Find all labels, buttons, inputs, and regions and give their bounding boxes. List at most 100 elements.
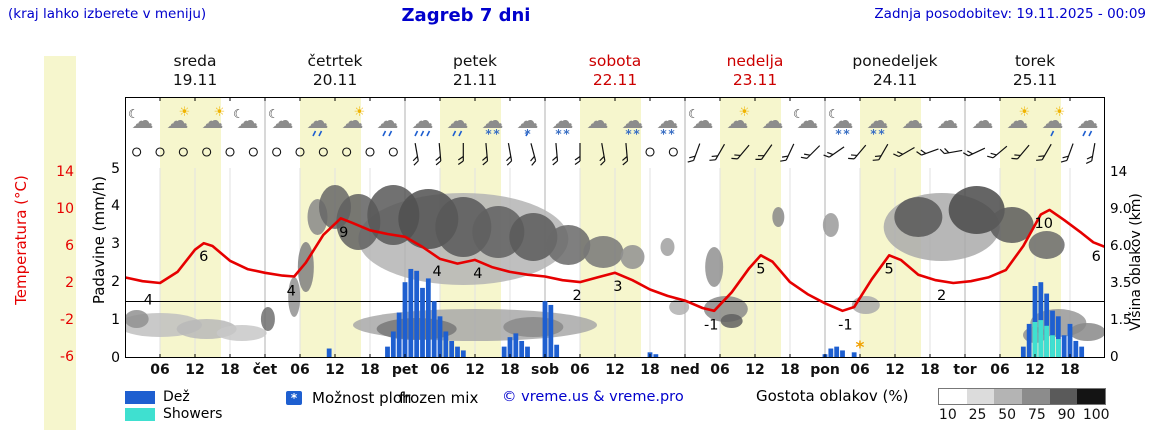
weather-icon: ☁* * bbox=[622, 109, 644, 141]
svg-text:4: 4 bbox=[432, 264, 441, 280]
cloud-height-axis-label: Višina oblakov (km) bbox=[1128, 193, 1144, 331]
svg-text:5: 5 bbox=[885, 261, 894, 277]
cloud-height-tick: 0 bbox=[1110, 349, 1119, 365]
time-label: 06 bbox=[430, 362, 450, 378]
wind-barb-icon bbox=[731, 144, 750, 160]
time-label: 12 bbox=[885, 362, 905, 378]
time-label: 12 bbox=[1025, 362, 1045, 378]
last-update-label: Zadnja posodobitev: 19.11.2025 - 00:09 bbox=[874, 6, 1146, 22]
day-headers: sreda 19.11 četrtek 20.11 petek 21.11 sobota 22… bbox=[125, 52, 1105, 89]
wind-barb-icon bbox=[916, 148, 939, 156]
cloud-height-tick: 14 bbox=[1110, 164, 1128, 180]
cloud-height-tick: 1.5 bbox=[1110, 312, 1132, 328]
cloud-layer bbox=[125, 185, 1105, 343]
wind-barb-icon bbox=[709, 143, 726, 161]
weather-icon: ☁ bbox=[412, 109, 434, 137]
time-label: 12 bbox=[745, 362, 765, 378]
wind-barb-icon bbox=[457, 143, 464, 165]
day-abbrev-label: pet bbox=[391, 362, 419, 378]
time-label: 18 bbox=[640, 362, 660, 378]
wind-calm-icon bbox=[645, 147, 655, 157]
svg-text:3: 3 bbox=[613, 279, 622, 295]
cloud-height-tick: 3.5 bbox=[1110, 275, 1132, 291]
precipitation-tick: 3 bbox=[111, 236, 120, 253]
wind-calm-icon bbox=[365, 147, 375, 157]
svg-text:☁: ☁ bbox=[692, 109, 714, 134]
svg-text:☁: ☁ bbox=[1007, 109, 1029, 134]
weather-icon: ☾☁ bbox=[268, 107, 293, 134]
weather-icon: ☁ bbox=[377, 109, 399, 137]
time-label: 12 bbox=[465, 362, 485, 378]
wind-barb-icon bbox=[1036, 143, 1052, 161]
weather-icon: ☁ bbox=[762, 109, 784, 134]
precipitation-tick: 0 bbox=[111, 350, 120, 366]
day-header: nedelja 23.11 bbox=[726, 52, 784, 89]
cloud-height-tick: 9.0 bbox=[1110, 201, 1132, 217]
frozen-mix-label: frozen mix bbox=[399, 389, 479, 407]
wind-calm-icon bbox=[132, 147, 142, 157]
wind-barb-icon bbox=[872, 143, 889, 161]
weather-icon: ☾☁ bbox=[128, 107, 153, 134]
weather-icon: ☀☁ bbox=[342, 105, 366, 134]
svg-text:☀: ☀ bbox=[1019, 105, 1031, 120]
svg-text:☁: ☁ bbox=[237, 109, 259, 134]
time-label: 06 bbox=[990, 362, 1010, 378]
cloud-density-ticks: 10 25 50 75 90 100 bbox=[938, 407, 1110, 423]
wind-barb-icon bbox=[823, 146, 845, 158]
wind-barb-icon bbox=[780, 143, 795, 162]
svg-text:☁: ☁ bbox=[762, 109, 784, 134]
time-label: 06 bbox=[850, 362, 870, 378]
weather-icon: ☀☁ bbox=[1042, 105, 1065, 137]
precipitation-tick: 4 bbox=[111, 198, 120, 215]
svg-text:*: * bbox=[843, 127, 850, 141]
copyright-link[interactable]: © vreme.us & vreme.pro bbox=[502, 389, 684, 405]
temperature-tick: -2 bbox=[60, 312, 74, 328]
time-label: 18 bbox=[220, 362, 240, 378]
day-header: petek 21.11 bbox=[452, 52, 498, 89]
svg-text:☁: ☁ bbox=[867, 109, 889, 134]
weather-icon: ☀☁ bbox=[202, 105, 226, 134]
wind-calm-icon bbox=[178, 147, 188, 157]
day-abbrev-label: sob bbox=[531, 362, 559, 378]
temperature-axis-label: Temperatura (°C) bbox=[12, 175, 30, 305]
svg-text:☾: ☾ bbox=[828, 107, 839, 121]
wind-barb-icon bbox=[622, 142, 629, 166]
svg-text:*: * bbox=[493, 127, 500, 141]
wind-barb-icon bbox=[482, 142, 489, 166]
wind-calm-icon bbox=[295, 147, 305, 157]
svg-text:4: 4 bbox=[473, 266, 482, 282]
svg-text:☁: ☁ bbox=[587, 109, 609, 134]
wind-barb-icon bbox=[435, 142, 442, 166]
svg-text:☁: ☁ bbox=[132, 109, 154, 134]
time-label: 18 bbox=[360, 362, 380, 378]
wind-calm-icon bbox=[225, 147, 235, 157]
svg-text:-1: -1 bbox=[838, 318, 852, 334]
svg-text:☀: ☀ bbox=[214, 105, 226, 120]
day-abbrev-label: čet bbox=[252, 362, 278, 378]
weather-icon: ☁ bbox=[972, 109, 994, 134]
wind-calm-icon bbox=[668, 147, 678, 157]
svg-text:☁: ☁ bbox=[657, 109, 679, 134]
wind-barbs bbox=[132, 142, 1096, 166]
day-header: sobota 22.11 bbox=[588, 52, 642, 89]
weather-icon: ☾☁ bbox=[688, 107, 713, 134]
weather-icon: ☾☁ bbox=[793, 107, 818, 134]
svg-text:9: 9 bbox=[339, 225, 348, 241]
svg-text:*: * bbox=[668, 127, 675, 141]
svg-text:☁: ☁ bbox=[517, 109, 539, 134]
weather-icon: ☁ bbox=[307, 109, 329, 137]
plot-frame bbox=[125, 97, 1105, 358]
temperature-tick: -6 bbox=[60, 349, 74, 365]
wind-barb-icon bbox=[1011, 144, 1030, 160]
time-label: 06 bbox=[570, 362, 590, 378]
wind-barb-icon bbox=[506, 143, 513, 166]
time-label: 18 bbox=[500, 362, 520, 378]
weather-icon: ☀☁ bbox=[167, 105, 191, 134]
svg-text:☁: ☁ bbox=[412, 109, 434, 134]
svg-text:*: * bbox=[870, 127, 877, 141]
svg-text:☀: ☀ bbox=[179, 105, 191, 120]
precipitation-tick: 1 bbox=[111, 312, 120, 329]
svg-text:☁: ☁ bbox=[727, 109, 749, 134]
